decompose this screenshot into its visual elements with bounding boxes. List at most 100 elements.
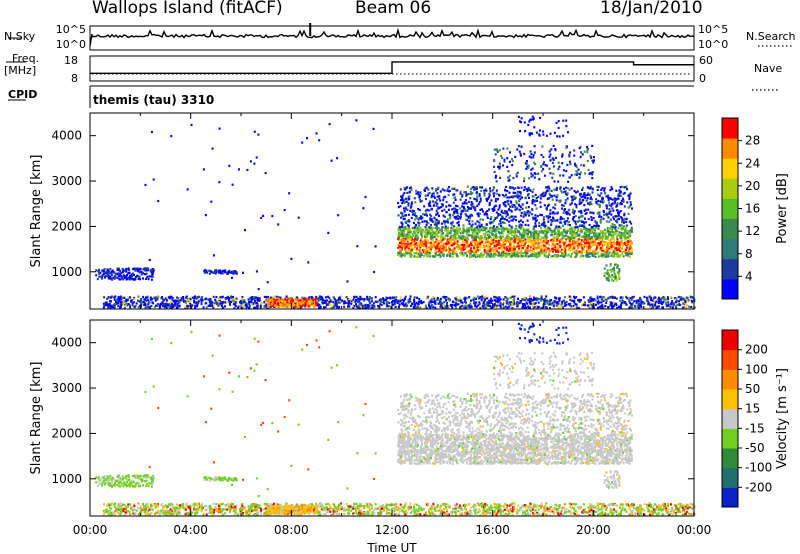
data-cell xyxy=(368,304,371,307)
data-cell xyxy=(407,245,410,248)
data-cell xyxy=(551,301,554,304)
data-cell xyxy=(259,302,262,305)
data-cell xyxy=(121,296,124,299)
data-cell xyxy=(439,190,442,193)
data-cell xyxy=(295,298,298,301)
data-cell xyxy=(398,245,401,248)
data-cell xyxy=(518,238,521,241)
data-cell xyxy=(485,223,488,226)
data-cell xyxy=(520,214,523,217)
data-cell xyxy=(531,299,534,302)
data-cell xyxy=(411,238,414,241)
data-cell xyxy=(609,301,612,304)
data-cell xyxy=(122,268,125,271)
data-cell xyxy=(470,234,473,237)
data-cell xyxy=(444,242,447,245)
data-cell xyxy=(414,255,417,258)
data-cell xyxy=(604,232,607,235)
data-cell xyxy=(598,214,601,217)
data-cell xyxy=(482,243,485,246)
data-cell xyxy=(488,241,491,244)
data-cell xyxy=(452,241,455,245)
data-cell xyxy=(470,224,473,227)
data-cell xyxy=(337,306,340,309)
data-cell xyxy=(252,302,255,305)
data-cell xyxy=(572,234,575,237)
data-cell xyxy=(512,300,514,303)
data-cell xyxy=(106,297,109,300)
data-cell xyxy=(427,222,430,225)
data-cell xyxy=(554,245,557,248)
data-cell xyxy=(420,301,423,304)
data-cell xyxy=(564,231,567,234)
data-cell xyxy=(467,249,470,253)
data-cell xyxy=(352,307,355,310)
data-cell xyxy=(685,296,688,299)
data-cell xyxy=(179,299,182,302)
data-cell xyxy=(686,296,689,299)
data-cell xyxy=(579,194,582,197)
data-cell xyxy=(586,228,589,231)
data-cell xyxy=(579,244,582,248)
noise-panel: 10^510^010^510^0 xyxy=(8,23,792,51)
data-cell xyxy=(426,235,429,238)
data-cell xyxy=(292,302,295,305)
data-cell xyxy=(574,255,577,258)
data-cell xyxy=(443,222,446,225)
data-cell xyxy=(476,253,479,256)
data-cell xyxy=(642,301,645,304)
data-cell xyxy=(538,234,541,237)
data-cell xyxy=(451,224,454,227)
data-cell xyxy=(128,278,131,281)
data-cell xyxy=(137,306,140,309)
data-cell xyxy=(522,231,525,234)
data-cell xyxy=(391,296,394,299)
data-cell xyxy=(443,246,446,249)
data-cell xyxy=(451,252,454,255)
data-cell xyxy=(480,229,483,232)
data-cell xyxy=(147,302,150,305)
data-cell xyxy=(498,299,500,302)
data-cell xyxy=(532,250,535,253)
data-cell xyxy=(293,304,296,307)
data-cell xyxy=(107,275,110,278)
data-cell xyxy=(434,306,437,309)
data-cell xyxy=(456,227,459,230)
data-cell xyxy=(125,268,128,271)
data-cell xyxy=(450,227,453,230)
data-cell xyxy=(533,247,536,250)
data-cell xyxy=(567,303,570,306)
data-cell xyxy=(279,303,282,306)
data-cell xyxy=(429,219,432,222)
data-cell xyxy=(490,243,493,246)
data-cell xyxy=(197,302,200,305)
data-cell xyxy=(589,229,591,232)
data-cell xyxy=(546,231,549,234)
data-cell xyxy=(394,305,397,308)
data-cell xyxy=(367,306,370,309)
data-cell xyxy=(370,297,373,300)
data-cell xyxy=(418,300,420,303)
data-cell xyxy=(497,300,499,303)
data-cell xyxy=(610,228,612,231)
data-cell xyxy=(355,303,358,306)
data-cell xyxy=(551,248,554,251)
nsky-label: N.Sky xyxy=(4,30,36,43)
data-cell xyxy=(156,298,159,301)
data-cell xyxy=(400,233,403,237)
data-cell xyxy=(652,301,655,304)
data-cell xyxy=(586,229,589,232)
data-cell xyxy=(382,298,385,301)
data-cell xyxy=(616,202,619,205)
data-cell xyxy=(415,229,417,232)
data-cell xyxy=(636,303,639,306)
data-cell xyxy=(628,205,631,208)
data-cell xyxy=(667,298,669,301)
data-cell xyxy=(523,243,526,246)
data-cell xyxy=(438,229,441,232)
data-cell xyxy=(146,305,149,308)
data-cell xyxy=(640,301,643,304)
data-cell xyxy=(243,301,246,304)
data-cell xyxy=(187,299,190,302)
data-cell xyxy=(626,242,629,245)
